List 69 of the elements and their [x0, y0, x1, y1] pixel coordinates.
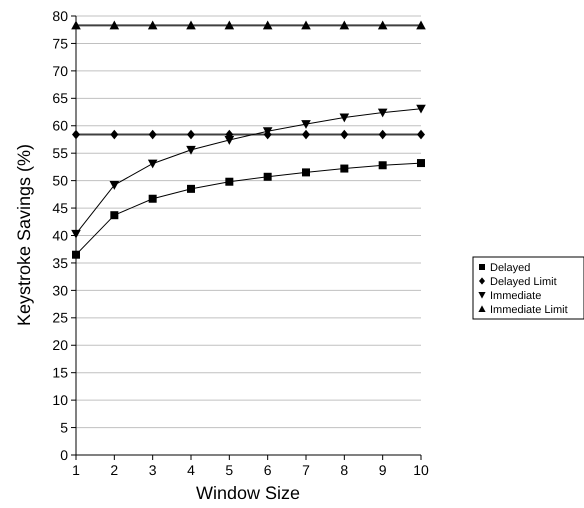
- x-tick-label: 10: [413, 462, 429, 478]
- y-tick-label: 0: [60, 446, 68, 463]
- point: [186, 20, 196, 30]
- x-tick-label: 4: [187, 462, 196, 478]
- point: [71, 20, 81, 30]
- point: [110, 20, 120, 30]
- legend-label: Delayed Limit: [490, 276, 557, 288]
- point: [378, 20, 388, 30]
- point: [72, 130, 80, 140]
- legend-label: Immediate Limit: [490, 304, 568, 316]
- x-tick-label: 7: [302, 462, 310, 478]
- x-tick-label: 3: [148, 462, 157, 478]
- point: [148, 130, 157, 140]
- y-tick-label: 30: [52, 282, 68, 298]
- y-tick-label: 65: [52, 90, 68, 106]
- point: [224, 136, 234, 145]
- point: [340, 20, 350, 30]
- point: [110, 181, 120, 190]
- y-tick-label: 25: [52, 310, 68, 326]
- point: [301, 20, 311, 30]
- point: [148, 20, 158, 30]
- y-tick-label: 35: [52, 254, 68, 271]
- legend-label: Delayed: [490, 262, 530, 274]
- point: [148, 160, 158, 168]
- point: [416, 20, 426, 30]
- point: [186, 146, 196, 155]
- y-tick-label: 10: [52, 392, 68, 408]
- point: [302, 130, 310, 140]
- y-tick-label: 5: [60, 419, 68, 436]
- x-tick-label: 8: [340, 462, 348, 478]
- y-axis-title: Keystroke Savings (%): [14, 144, 34, 326]
- y-tick-label: 15: [52, 364, 68, 381]
- y-tick-label: 70: [52, 62, 68, 79]
- legend-label: Immediate: [490, 290, 542, 302]
- point: [340, 130, 348, 140]
- x-tick-label: 5: [225, 462, 234, 478]
- point: [340, 114, 350, 122]
- point: [187, 130, 195, 140]
- point: [72, 250, 80, 259]
- y-tick-label: 20: [52, 337, 68, 354]
- point: [416, 104, 426, 114]
- point: [110, 211, 118, 220]
- y-tick-label: 40: [52, 227, 68, 244]
- y-tick-label: 80: [52, 8, 68, 24]
- point: [224, 20, 234, 30]
- point: [378, 130, 387, 140]
- point: [378, 161, 387, 170]
- x-tick-label: 9: [378, 462, 387, 478]
- point: [378, 108, 388, 118]
- y-tick-label: 75: [52, 35, 68, 52]
- x-tick-label: 1: [72, 462, 80, 478]
- point: [225, 178, 234, 186]
- point: [264, 172, 272, 181]
- point: [417, 130, 425, 140]
- y-tick-label: 50: [52, 172, 68, 189]
- y-tick-label: 55: [52, 145, 68, 162]
- point: [301, 120, 311, 129]
- y-tick-label: 60: [52, 118, 68, 134]
- point: [302, 168, 310, 176]
- x-tick-label: 6: [264, 462, 272, 478]
- y-tick-label: 45: [52, 200, 68, 216]
- point: [340, 164, 348, 173]
- point: [110, 130, 118, 140]
- point: [262, 20, 272, 30]
- x-axis-title: Window Size: [196, 483, 300, 503]
- point: [417, 159, 425, 168]
- x-tick-label: 2: [110, 462, 118, 478]
- point: [148, 194, 157, 203]
- point: [187, 184, 195, 193]
